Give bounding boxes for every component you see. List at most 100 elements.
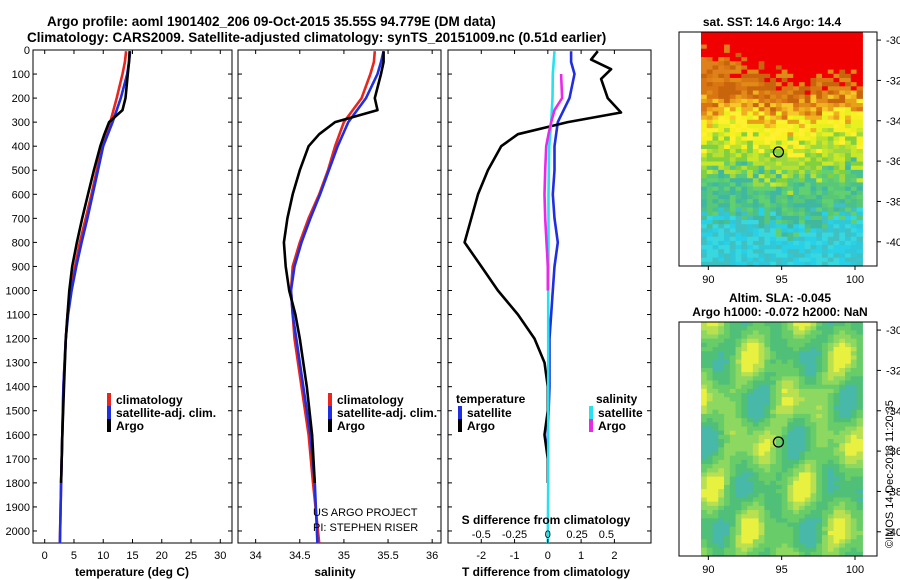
map-cell (787, 376, 794, 382)
map-cell (827, 397, 835, 402)
map-cell (793, 401, 800, 407)
map-cell (712, 539, 719, 545)
map-cell (764, 77, 771, 83)
map-cell (827, 472, 835, 478)
map-cell (845, 232, 852, 238)
x-tick-label: 0 (42, 550, 48, 562)
map-cell (701, 547, 708, 553)
map-cell (833, 334, 840, 340)
map-cell (729, 140, 737, 146)
map-cell (798, 372, 806, 377)
map-cell (833, 447, 840, 453)
map-cell (833, 367, 840, 373)
map-cell (724, 169, 731, 175)
map-cell (741, 455, 748, 461)
map-cell (856, 115, 863, 121)
map-cell (741, 397, 748, 402)
map-cell (775, 111, 783, 117)
map-cell (701, 119, 708, 125)
map-cell (839, 194, 846, 200)
map-cell (701, 57, 708, 62)
map-cell (816, 363, 823, 369)
map-cell (729, 257, 737, 263)
map-cell (827, 178, 835, 184)
map-cell (718, 98, 725, 104)
map-cell (822, 153, 829, 158)
map-cell (712, 418, 719, 423)
map-cell (845, 111, 852, 117)
map-cell (712, 98, 719, 104)
map-cell (827, 228, 835, 234)
map-cell (770, 480, 777, 486)
map-cell (781, 514, 789, 519)
map-cell (787, 418, 794, 423)
map-cell (822, 52, 829, 58)
map-cell (701, 240, 708, 246)
map-cell (747, 472, 754, 478)
map-cell (856, 123, 863, 129)
map-cell (770, 530, 777, 536)
map-cell (775, 36, 783, 41)
map-cell (787, 443, 794, 448)
depth-tick-label: 400 (12, 141, 30, 153)
x-tick-label: 20 (156, 550, 168, 562)
map-cell (724, 224, 731, 229)
map-cell (827, 355, 835, 361)
map-cell (770, 157, 777, 163)
map-cell (804, 526, 812, 532)
map-cell (845, 153, 852, 158)
map-cell (850, 388, 858, 394)
map-cell (735, 363, 742, 369)
map-cell (833, 249, 840, 255)
lat-tick-label: -40 (886, 527, 900, 539)
map-cell (804, 384, 812, 390)
map-cell (822, 510, 829, 515)
map-cell (798, 73, 806, 79)
map-cell (701, 174, 708, 179)
map-cell (724, 132, 731, 138)
map-cell (770, 69, 777, 75)
map-cell (798, 203, 806, 209)
map-cell (781, 207, 789, 213)
map-cell (839, 376, 846, 382)
map-cell (781, 40, 789, 46)
map-cell (758, 510, 765, 515)
map-cell (845, 367, 852, 373)
map-cell (787, 253, 794, 259)
map-cell (770, 245, 777, 250)
map-cell (741, 169, 748, 175)
map-cell (798, 157, 806, 163)
map-cell (770, 547, 777, 553)
map-cell (758, 169, 765, 175)
map-cell (764, 342, 771, 348)
map-cell (764, 40, 771, 46)
map-cell (770, 409, 777, 415)
map-cell (845, 505, 852, 511)
map-cell (712, 422, 719, 428)
map-cell (718, 48, 725, 54)
map-cell (718, 376, 725, 382)
map-cell (735, 351, 742, 357)
map-cell (752, 372, 760, 377)
map-cell (833, 90, 840, 96)
map-cell (775, 65, 783, 71)
map-cell (850, 464, 858, 469)
map-cell (833, 422, 840, 428)
map-cell (810, 240, 817, 246)
legend-temp-argo-swatch (458, 419, 462, 432)
map-cell (741, 376, 748, 382)
map-cell (701, 111, 708, 117)
map-cell (735, 90, 742, 96)
map-cell (747, 401, 754, 407)
map-cell (816, 149, 823, 154)
map-cell (827, 52, 835, 58)
map-cell (752, 547, 760, 553)
map-cell (845, 342, 852, 348)
map-cell (747, 123, 754, 129)
map-cell (758, 372, 765, 377)
map-cell (856, 132, 863, 138)
map-cell (724, 384, 731, 390)
map-cell (816, 522, 823, 528)
map-cell (724, 153, 731, 158)
map-cell (787, 215, 794, 221)
